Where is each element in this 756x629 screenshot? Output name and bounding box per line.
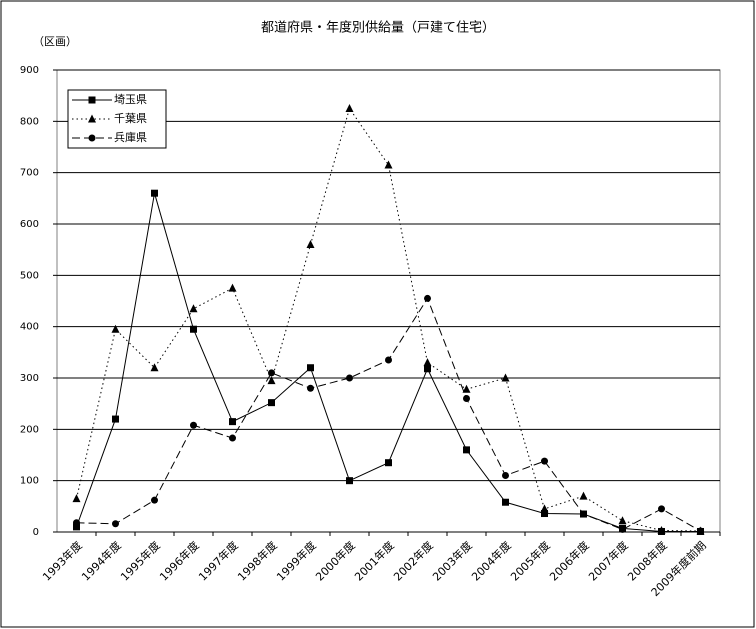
- marker: [73, 523, 80, 531]
- marker: [150, 363, 159, 372]
- marker: [229, 434, 236, 442]
- y-tick-label: 300: [20, 373, 39, 384]
- marker: [72, 494, 81, 503]
- marker: [385, 356, 392, 364]
- marker: [189, 304, 198, 313]
- marker: [502, 472, 509, 480]
- marker: [151, 496, 158, 504]
- marker: [541, 510, 548, 518]
- marker: [580, 510, 587, 518]
- marker: [657, 525, 666, 534]
- y-tick-label: 100: [20, 476, 39, 487]
- marker: [463, 395, 470, 403]
- marker: [228, 283, 237, 292]
- marker: [502, 498, 509, 506]
- y-tick-label: 600: [20, 219, 39, 230]
- series-line: [76, 107, 701, 532]
- legend-marker: [88, 114, 96, 123]
- y-axis-label: （区画）: [33, 35, 77, 48]
- marker: [463, 446, 470, 454]
- marker: [190, 421, 197, 429]
- marker: [151, 189, 158, 197]
- y-tick-label: 700: [20, 168, 39, 179]
- marker: [307, 364, 314, 372]
- y-tick-label: 500: [20, 270, 39, 281]
- y-tick-label: 800: [20, 116, 39, 127]
- marker: [190, 325, 197, 333]
- marker: [424, 365, 431, 373]
- chart-title: 都道府県・年度別供給量（戸建て住宅）: [261, 20, 495, 36]
- legend-marker: [88, 134, 96, 142]
- legend-marker: [88, 96, 96, 104]
- legend-label: 兵庫県: [114, 130, 147, 144]
- marker: [307, 384, 314, 392]
- marker: [111, 324, 120, 333]
- y-tick-label: 200: [20, 424, 39, 435]
- marker: [424, 294, 431, 302]
- marker: [462, 384, 471, 393]
- marker: [267, 376, 276, 385]
- marker: [619, 525, 626, 533]
- y-tick-label: 400: [20, 322, 39, 333]
- marker: [268, 369, 275, 377]
- marker: [268, 399, 275, 407]
- legend-label: 埼玉県: [114, 92, 147, 106]
- marker: [345, 104, 354, 112]
- marker: [658, 505, 665, 513]
- marker: [112, 520, 119, 528]
- marker: [385, 459, 392, 467]
- legend-label: 千葉県: [114, 111, 147, 125]
- marker: [541, 457, 548, 465]
- y-tick-label: 0: [33, 527, 39, 538]
- marker: [384, 160, 393, 169]
- marker: [540, 504, 549, 513]
- marker: [579, 491, 588, 500]
- marker: [346, 374, 353, 382]
- y-tick-label: 900: [20, 65, 39, 76]
- marker: [501, 373, 510, 382]
- marker: [112, 415, 119, 423]
- marker: [697, 527, 704, 535]
- marker: [618, 516, 627, 525]
- marker: [423, 358, 432, 367]
- marker: [229, 418, 236, 426]
- marker: [346, 477, 353, 485]
- marker: [73, 519, 80, 527]
- marker: [306, 240, 315, 249]
